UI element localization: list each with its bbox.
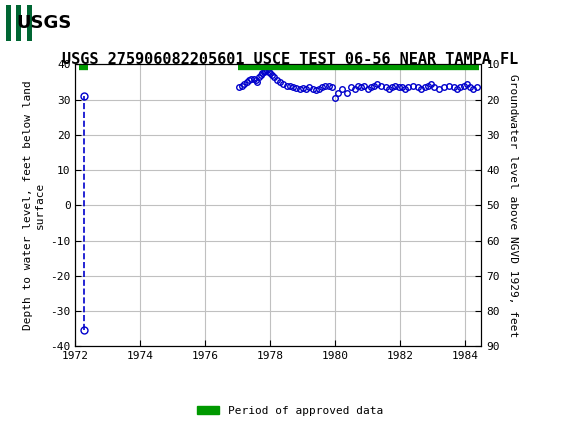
Text: USGS: USGS — [16, 14, 72, 31]
Y-axis label: Groundwater level above NGVD 1929, feet: Groundwater level above NGVD 1929, feet — [508, 74, 518, 337]
Y-axis label: Depth to water level, feet below land
surface: Depth to water level, feet below land su… — [23, 80, 45, 330]
Legend: Period of approved data: Period of approved data — [193, 401, 387, 420]
Bar — [27, 4, 32, 41]
Bar — [6, 4, 11, 41]
Text: USGS 275906082205601 USCE TEST 06-56 NEAR TAMPA FL: USGS 275906082205601 USCE TEST 06-56 NEA… — [62, 52, 518, 67]
Bar — [5, 3, 83, 42]
Bar — [16, 4, 21, 41]
